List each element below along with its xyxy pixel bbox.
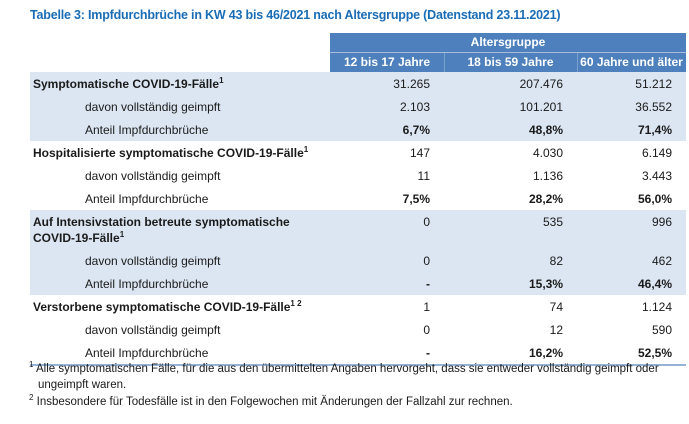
share-value: 71,4% — [577, 118, 686, 141]
share-value: 6,7% — [330, 118, 444, 141]
vaccinated-value: 11 — [417, 168, 430, 183]
share-value: 7,5% — [402, 191, 430, 206]
share-label: Anteil Impfdurchbrüche — [30, 272, 330, 295]
share-value: 48,8% — [444, 118, 577, 141]
col-header-18-59: 18 bis 59 Jahre — [444, 52, 577, 72]
footnote-2: 2 Insbesondere für Todesfälle ist in den… — [29, 393, 679, 411]
cases-value: 31.265 — [330, 72, 444, 95]
vaccinated-label: davon vollständig geimpft — [85, 168, 221, 183]
cases-value: 0 — [330, 210, 444, 249]
section-label: Verstorbene symptomatische COVID-19-Fäll… — [30, 295, 330, 318]
cases-value: 535 — [444, 210, 577, 249]
section-label-text: Hospitalisierte symptomatische COVID-19-… — [33, 145, 304, 160]
share-label: Anteil Impfdurchbrüche — [30, 118, 330, 141]
footnote-text: Insbesondere für Todesfälle ist in den F… — [36, 396, 513, 408]
cases-value: 996 — [577, 210, 686, 249]
share-value: - — [330, 272, 444, 295]
vaccinated-label: davon vollständig geimpft — [30, 249, 330, 272]
vaccinated-value: 82 — [444, 249, 577, 272]
vaccinated-value: 2.103 — [330, 95, 444, 118]
page-title: Tabelle 3: Impfdurchbrüche in KW 43 bis … — [30, 8, 561, 22]
footnote-marker: 1 — [119, 229, 125, 239]
vaccinated-value: 1.136 — [532, 168, 563, 183]
footnote-marker: 1 — [303, 144, 309, 154]
section-label-text: Symptomatische COVID-19-Fälle — [33, 76, 220, 91]
share-value: 28,2% — [528, 191, 563, 206]
share-label: Anteil Impfdurchbrüche — [85, 345, 209, 360]
vaccinated-value: 3.443 — [641, 168, 672, 183]
footnote-marker: 1 — [29, 360, 34, 370]
share-value: 46,4% — [577, 272, 686, 295]
share-value: 56,0% — [637, 191, 672, 206]
vaccinated-value: 0 — [423, 322, 430, 337]
group-header-cell: Altersgruppe — [330, 33, 686, 52]
section-label-text: Auf Intensivstation betreute symptomatis… — [33, 214, 290, 245]
cases-value: 6.149 — [641, 145, 672, 160]
cases-value: 147 — [409, 145, 430, 160]
header-corner-cell — [30, 52, 330, 72]
vaccinated-value: 590 — [651, 322, 672, 337]
share-value: - — [426, 345, 430, 360]
cases-value: 51.212 — [577, 72, 686, 95]
vaccinated-value: 12 — [549, 322, 563, 337]
section-label: Hospitalisierte symptomatische COVID-19-… — [30, 141, 330, 164]
share-value: 16,2% — [528, 345, 563, 360]
vaccinated-value: 462 — [577, 249, 686, 272]
footnote-marker: 2 — [29, 393, 34, 403]
cases-value: 74 — [549, 299, 563, 314]
share-value: 52,5% — [637, 345, 672, 360]
vaccinated-label: davon vollständig geimpft — [30, 95, 330, 118]
cases-value: 1 — [423, 299, 430, 314]
col-header-60plus: 60 Jahre und älter — [577, 52, 686, 72]
section-label-text: Verstorbene symptomatische COVID-19-Fäll… — [33, 299, 291, 314]
footnote-1: 1 Alle symptomatischen Fälle, für die au… — [29, 360, 679, 393]
vaccinated-value: 36.552 — [577, 95, 686, 118]
vaccinated-value: 101.201 — [444, 95, 577, 118]
footnotes: 1 Alle symptomatischen Fälle, für die au… — [29, 360, 679, 413]
share-label: Anteil Impfdurchbrüche — [85, 191, 209, 206]
cases-value: 4.030 — [532, 145, 563, 160]
vaccinated-label: davon vollständig geimpft — [85, 322, 221, 337]
cases-value: 1.124 — [641, 299, 672, 314]
footnote-marker: 1 — [219, 75, 224, 85]
breakthrough-table: Altersgruppe 12 bis 17 Jahre 18 bis 59 J… — [30, 33, 686, 366]
vaccinated-value: 0 — [330, 249, 444, 272]
cases-value: 207.476 — [444, 72, 577, 95]
col-header-12-17: 12 bis 17 Jahre — [330, 52, 444, 72]
section-label: Symptomatische COVID-19-Fälle1 — [30, 72, 330, 95]
section-label: Auf Intensivstation betreute symptomatis… — [30, 210, 330, 249]
header-corner-cell — [30, 33, 330, 52]
share-value: 15,3% — [444, 272, 577, 295]
footnote-marker: 1 2 — [290, 298, 302, 308]
footnote-text: Alle symptomatischen Fälle, für die aus … — [36, 363, 659, 391]
